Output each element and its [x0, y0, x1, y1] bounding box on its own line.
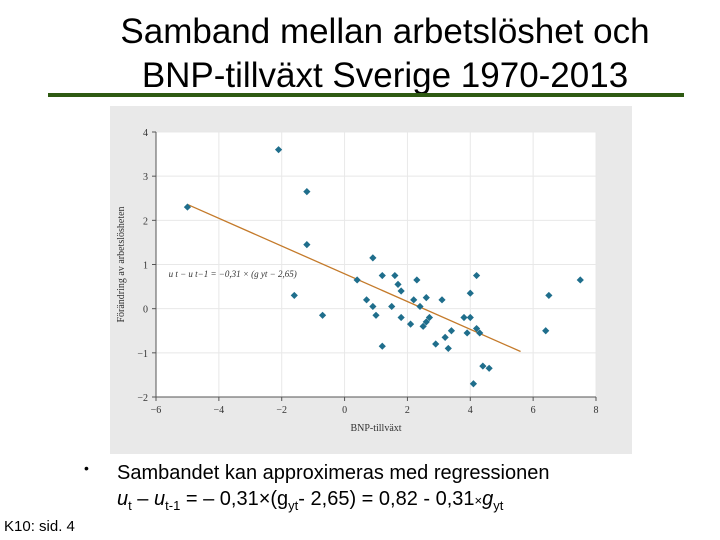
x-tick-label: 4 [468, 405, 473, 416]
data-point [466, 313, 474, 322]
eq-minus: – [131, 488, 154, 510]
data-point [432, 340, 440, 348]
data-point [447, 327, 456, 335]
y-tick-label: −2 [137, 393, 148, 404]
data-point [394, 280, 402, 288]
data-point [485, 364, 493, 372]
bullet-marker: • [84, 460, 89, 476]
data-point [419, 322, 427, 330]
y-tick-label: 0 [143, 305, 148, 316]
title-line-2: BNP-tillväxt Sverige 1970-2013 [141, 56, 629, 95]
eq-mid: = – 0,31×(g [180, 488, 289, 510]
regression-line [187, 203, 521, 353]
data-point [397, 313, 405, 322]
data-point [369, 302, 377, 311]
data-point [576, 276, 584, 284]
eq-g: g [482, 488, 494, 510]
y-axis-label: Förändring av arbetslösheten [116, 206, 127, 322]
data-point [183, 203, 192, 211]
eq-sub-y1: y [288, 498, 295, 513]
data-point [422, 294, 430, 302]
page-reference: K10: sid. 4 [4, 518, 75, 535]
data-point [460, 313, 468, 322]
y-tick-label: −1 [137, 349, 148, 360]
y-tick-label: 4 [143, 128, 148, 139]
eq-u1: u [117, 488, 129, 510]
chart-panel: −6 −4 −2 0 2 4 6 8 4 3 2 1 0 −1 −2 BNP-tillväxt Förändri… [110, 106, 632, 454]
data-point [479, 362, 487, 370]
data-point [369, 254, 377, 262]
data-point [469, 380, 478, 388]
eq-sub-y2: y [493, 498, 500, 513]
data-point [545, 291, 553, 300]
data-point [397, 287, 405, 295]
x-tick-label: −6 [151, 405, 162, 416]
eq-u2: u [154, 488, 166, 510]
x-tick-label: 2 [405, 405, 410, 416]
y-tick-label: 3 [143, 172, 148, 183]
data-point [303, 188, 311, 196]
regression-equation: ut – ut-1 = – 0,31×(gyt- 2,65) = 0,82 - … [117, 486, 549, 519]
slide-title: Samband mellan arbetslöshet och BNP-till… [40, 10, 720, 98]
eq-end: - 2,65) = 0,82 - 0,31 [298, 488, 475, 510]
y-tick-label: 2 [143, 216, 148, 227]
regression-annotation: u t − u t−1 = −0,31 × (g yt − 2,65) [169, 269, 297, 279]
data-point [425, 313, 434, 322]
eq-sub-t2: t-1 [165, 498, 181, 513]
eq-times: × [474, 493, 483, 508]
data-point [441, 333, 449, 341]
data-point [391, 271, 399, 280]
eq-sub-t4: t [499, 498, 504, 513]
title-line-1: Samband mellan arbetslöshet och [120, 12, 650, 51]
x-tick-label: 6 [531, 405, 536, 416]
eq-sub-t1: t [128, 498, 132, 513]
x-tick-label: 8 [594, 405, 599, 416]
data-point [413, 276, 421, 284]
x-tick-label: −2 [276, 405, 287, 416]
y-tick-label: 1 [143, 261, 148, 272]
data-point [463, 329, 471, 337]
x-tick-label: 0 [342, 405, 347, 416]
body-text: Sambandet kan approximeras med regressio… [117, 460, 549, 519]
scatter-chart: −6 −4 −2 0 2 4 6 8 4 3 2 1 0 −1 −2 BNP-tillväxt Förändri… [116, 128, 599, 434]
title-underline [48, 93, 684, 97]
regression-sentence: Sambandet kan approximeras med regressio… [117, 462, 550, 484]
x-tick-label: −4 [214, 405, 225, 416]
x-axis-label: BNP-tillväxt [350, 423, 401, 434]
data-point [542, 327, 550, 335]
eq-sub-t3: t [294, 498, 299, 513]
data-point [406, 320, 415, 328]
